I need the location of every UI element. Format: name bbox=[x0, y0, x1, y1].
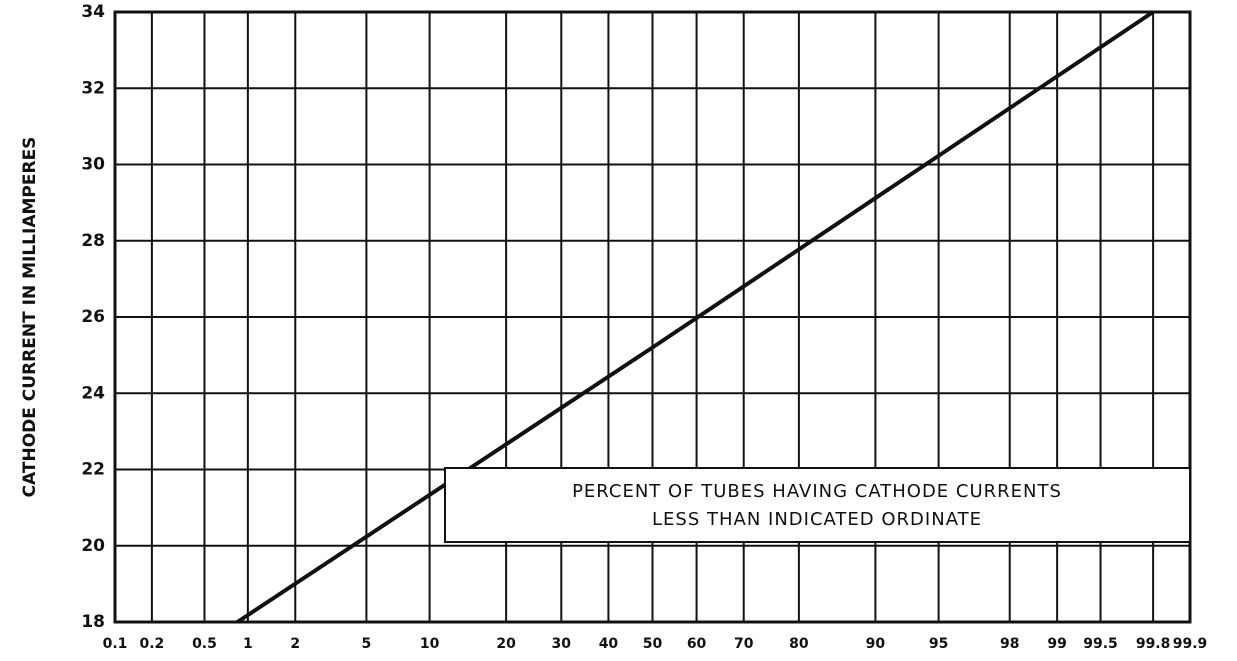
x-tick-label: 70 bbox=[734, 636, 754, 652]
x-tick-label: 10 bbox=[420, 636, 440, 652]
annotation-text: LESS THAN INDICATED ORDINATE bbox=[652, 509, 982, 530]
y-tick-label: 34 bbox=[81, 2, 105, 22]
x-tick-label: 60 bbox=[687, 636, 707, 652]
x-tick-label: 98 bbox=[1000, 636, 1019, 652]
x-tick-label: 5 bbox=[362, 636, 372, 652]
y-tick-label: 24 bbox=[81, 383, 105, 403]
y-tick-label: 26 bbox=[81, 307, 105, 327]
x-tick-label: 30 bbox=[552, 636, 572, 652]
plot-frame bbox=[113, 10, 1192, 624]
y-tick-label: 32 bbox=[81, 78, 105, 98]
y-tick-label: 20 bbox=[81, 536, 105, 556]
x-tick-label: 50 bbox=[643, 636, 663, 652]
y-axis-label: CATHODE CURRENT IN MILLIAMPERES bbox=[20, 137, 40, 498]
x-tick-label: 95 bbox=[929, 636, 948, 652]
data-line bbox=[236, 10, 1155, 624]
x-tick-label: 40 bbox=[599, 636, 619, 652]
y-tick-label: 30 bbox=[81, 155, 105, 175]
x-tick-label: 0.5 bbox=[192, 636, 217, 652]
x-tick-label: 99.5 bbox=[1083, 636, 1118, 652]
x-tick-label: 0.2 bbox=[139, 636, 164, 652]
x-tick-label: 80 bbox=[789, 636, 809, 652]
annotation-text: PERCENT OF TUBES HAVING CATHODE CURRENTS bbox=[572, 481, 1062, 502]
x-tick-label: 2 bbox=[290, 636, 300, 652]
x-tick-label: 99.8 bbox=[1136, 636, 1171, 652]
y-tick-label: 22 bbox=[81, 460, 105, 480]
annotation-box bbox=[444, 467, 1191, 543]
y-tick-label: 28 bbox=[81, 231, 105, 251]
x-tick-label: 90 bbox=[866, 636, 886, 652]
y-tick-label: 18 bbox=[81, 612, 105, 632]
x-tick-label: 0.1 bbox=[103, 636, 128, 652]
x-tick-label: 99 bbox=[1047, 636, 1066, 652]
x-tick-label: 20 bbox=[496, 636, 516, 652]
x-tick-label: 1 bbox=[243, 636, 253, 652]
x-tick-label: 99.9 bbox=[1173, 636, 1208, 652]
